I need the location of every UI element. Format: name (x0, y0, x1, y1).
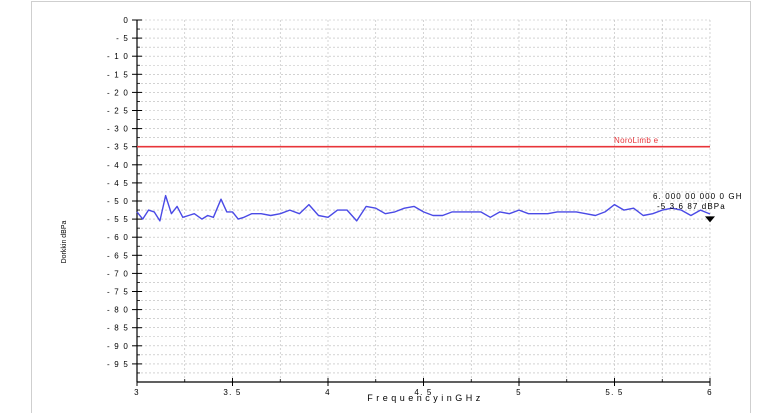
y-tick-label: - 4 5 (107, 179, 129, 188)
axes (132, 19, 711, 386)
x-tick-label: 5 (516, 388, 522, 397)
marker-value-label: -5 3.6 87 dBPa (657, 202, 726, 211)
y-tick-label: - 3 5 (107, 143, 129, 152)
y-tick-label: - 9 5 (107, 360, 129, 369)
y-tick-label: - 1 0 (107, 52, 129, 61)
marker: 6. 000 00 000 0 GH -5 3.6 87 dBPa (653, 192, 743, 211)
y-tick-label: - 4 0 (107, 161, 129, 170)
marker-point (705, 216, 715, 223)
x-tick-label: 5. 5 (605, 388, 623, 397)
tick-labels: 0 - 5 - 1 0 - 1 5 - 2 0 - 2 5 - 3 0 - 3 5 - 4 0 -… (107, 16, 713, 397)
chart-frame-top (31, 1, 751, 2)
x-axis-label: F r e q u e n c y i n G H z (367, 393, 481, 403)
x-tick-label: 3 (134, 388, 140, 397)
y-tick-label: - 8 5 (107, 324, 129, 333)
y-tick-label: 0 (123, 16, 129, 25)
y-tick-label: - 2 5 (107, 107, 129, 116)
x-tick-label: 6 (707, 388, 713, 397)
y-tick-label: - 5 0 (107, 197, 129, 206)
y-tick-label: - 5 (116, 34, 129, 43)
y-tick-label: - 1 5 (107, 70, 129, 79)
y-tick-label: - 5 5 (107, 215, 129, 224)
y-tick-label: - 2 0 (107, 88, 129, 97)
y-tick-label: - 3 0 (107, 125, 129, 134)
data-series-line (136, 194, 711, 222)
chart-frame-right (750, 1, 751, 413)
marker-frequency-label: 6. 000 00 000 0 GH (653, 192, 743, 201)
grid (136, 19, 711, 383)
y-tick-label: - 9 0 (107, 342, 129, 351)
limit-line-label: NoroLimb e (614, 136, 659, 145)
y-axis-label: Dorkkin dBPa (61, 220, 68, 263)
y-tick-label: - 7 0 (107, 269, 129, 278)
x-tick-label: 3. 5 (223, 388, 241, 397)
y-tick-label: - 7 5 (107, 288, 129, 297)
y-tick-label: - 6 5 (107, 251, 129, 260)
chart-frame-left (31, 1, 32, 413)
y-tick-label: - 8 0 (107, 306, 129, 315)
x-tick-label: 4 (325, 388, 331, 397)
x-tick-label: 4. 5 (414, 388, 432, 397)
series-layer (136, 145, 715, 223)
y-tick-label: - 6 0 (107, 233, 129, 242)
